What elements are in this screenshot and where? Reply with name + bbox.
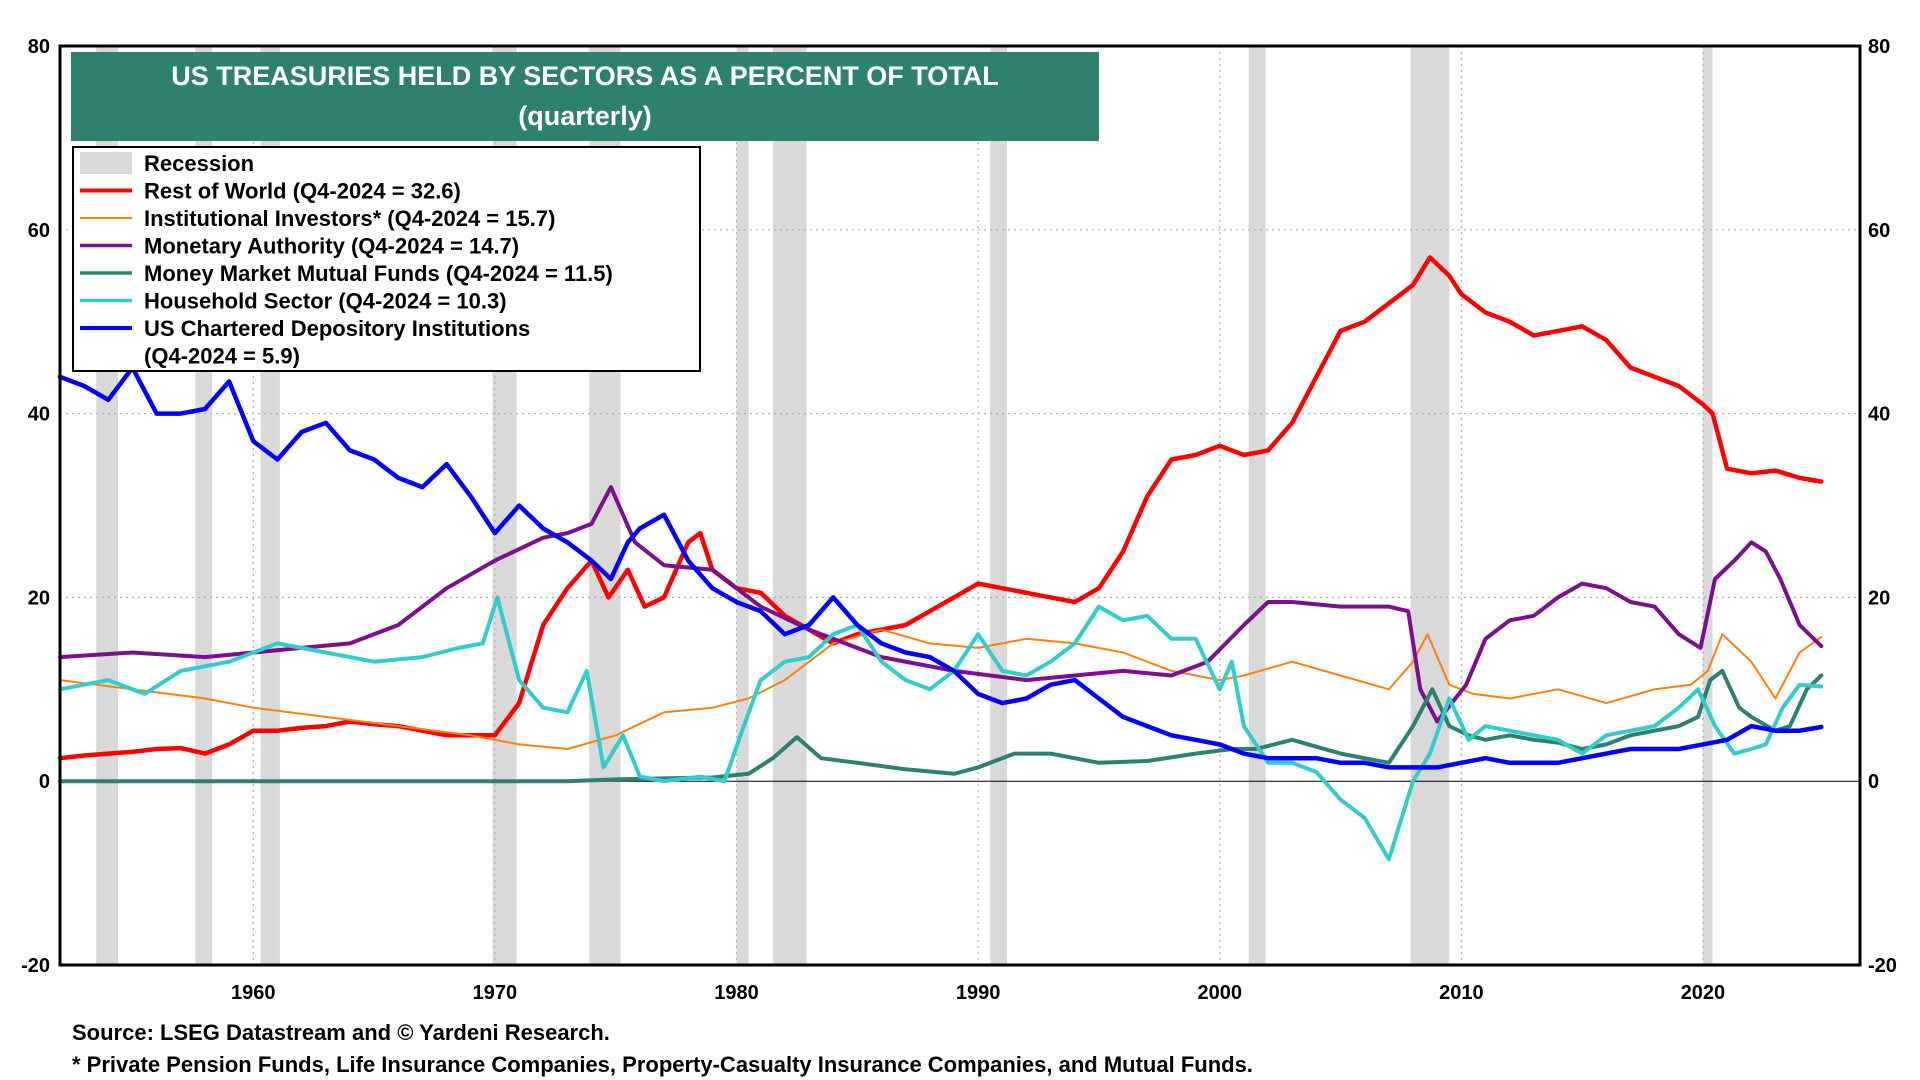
series-line-0 [57, 255, 1824, 761]
y-tick-label-left: 80 [28, 36, 50, 58]
series-line-4 [58, 595, 1824, 862]
y-tick-label-left: -20 [21, 955, 50, 977]
plot-area-frame [58, 44, 1862, 967]
recession-band [1248, 46, 1266, 965]
legend-label-5-line2: (Q4-2024 = 5.9) [144, 344, 300, 369]
recession-band [736, 46, 749, 965]
y-tick-label-left: 40 [28, 404, 50, 426]
y-tick-label-right: 80 [1868, 36, 1890, 58]
y-tick-label-right: 60 [1868, 220, 1890, 242]
title-box: US TREASURIES HELD BY SECTORS AS A PERCE… [71, 52, 1099, 141]
chart-title: US TREASURIES HELD BY SECTORS AS A PERCE… [171, 61, 999, 91]
y-tick-label-right: 0 [1868, 771, 1879, 793]
recession-band [1702, 46, 1713, 965]
y-tick-label-right: 40 [1868, 404, 1890, 426]
legend-swatch-recession [80, 152, 132, 174]
x-tick-label: 1980 [714, 982, 759, 1004]
series-lines [57, 255, 1824, 862]
x-tick-label: 2000 [1197, 982, 1242, 1004]
source-note: Source: LSEG Datastream and © Yardeni Re… [72, 1020, 610, 1045]
legend-label-4: Household Sector (Q4-2024 = 10.3) [144, 289, 507, 314]
legend-label-3: Money Market Mutual Funds (Q4-2024 = 11.… [144, 261, 613, 286]
legend-label-5: US Chartered Depository Institutions [144, 316, 530, 341]
legend-label-2: Monetary Authority (Q4-2024 = 14.7) [144, 234, 519, 259]
legend-label-0: Rest of World (Q4-2024 = 32.6) [144, 179, 461, 204]
legend-label-1: Institutional Investors* (Q4-2024 = 15.7… [144, 206, 555, 231]
y-tick-label-left: 20 [28, 587, 50, 609]
y-tick-label-left: 0 [39, 771, 50, 793]
x-tick-label: 1990 [956, 982, 1001, 1004]
x-tick-label: 1960 [231, 982, 276, 1004]
chart-subtitle: (quarterly) [518, 101, 652, 131]
series-line-2 [58, 485, 1824, 724]
x-tick-label: 2020 [1681, 982, 1726, 1004]
recession-band [1410, 46, 1450, 965]
recession-band [990, 46, 1008, 965]
legend: Recession Rest of World (Q4-2024 = 32.6)I… [72, 146, 701, 372]
x-tick-label: 2010 [1439, 982, 1484, 1004]
y-tick-label-left: 60 [28, 220, 50, 242]
x-tick-label: 1970 [473, 982, 518, 1004]
footnote: * Private Pension Funds, Life Insurance … [72, 1052, 1253, 1077]
y-tick-label-right: 20 [1868, 587, 1890, 609]
y-tick-label-right: -20 [1868, 955, 1897, 977]
series-line-5 [57, 365, 1824, 770]
series-line-1 [59, 628, 1823, 750]
series-line-3 [58, 668, 1824, 784]
legend-label-recession: Recession [144, 151, 254, 176]
recession-band [772, 46, 807, 965]
